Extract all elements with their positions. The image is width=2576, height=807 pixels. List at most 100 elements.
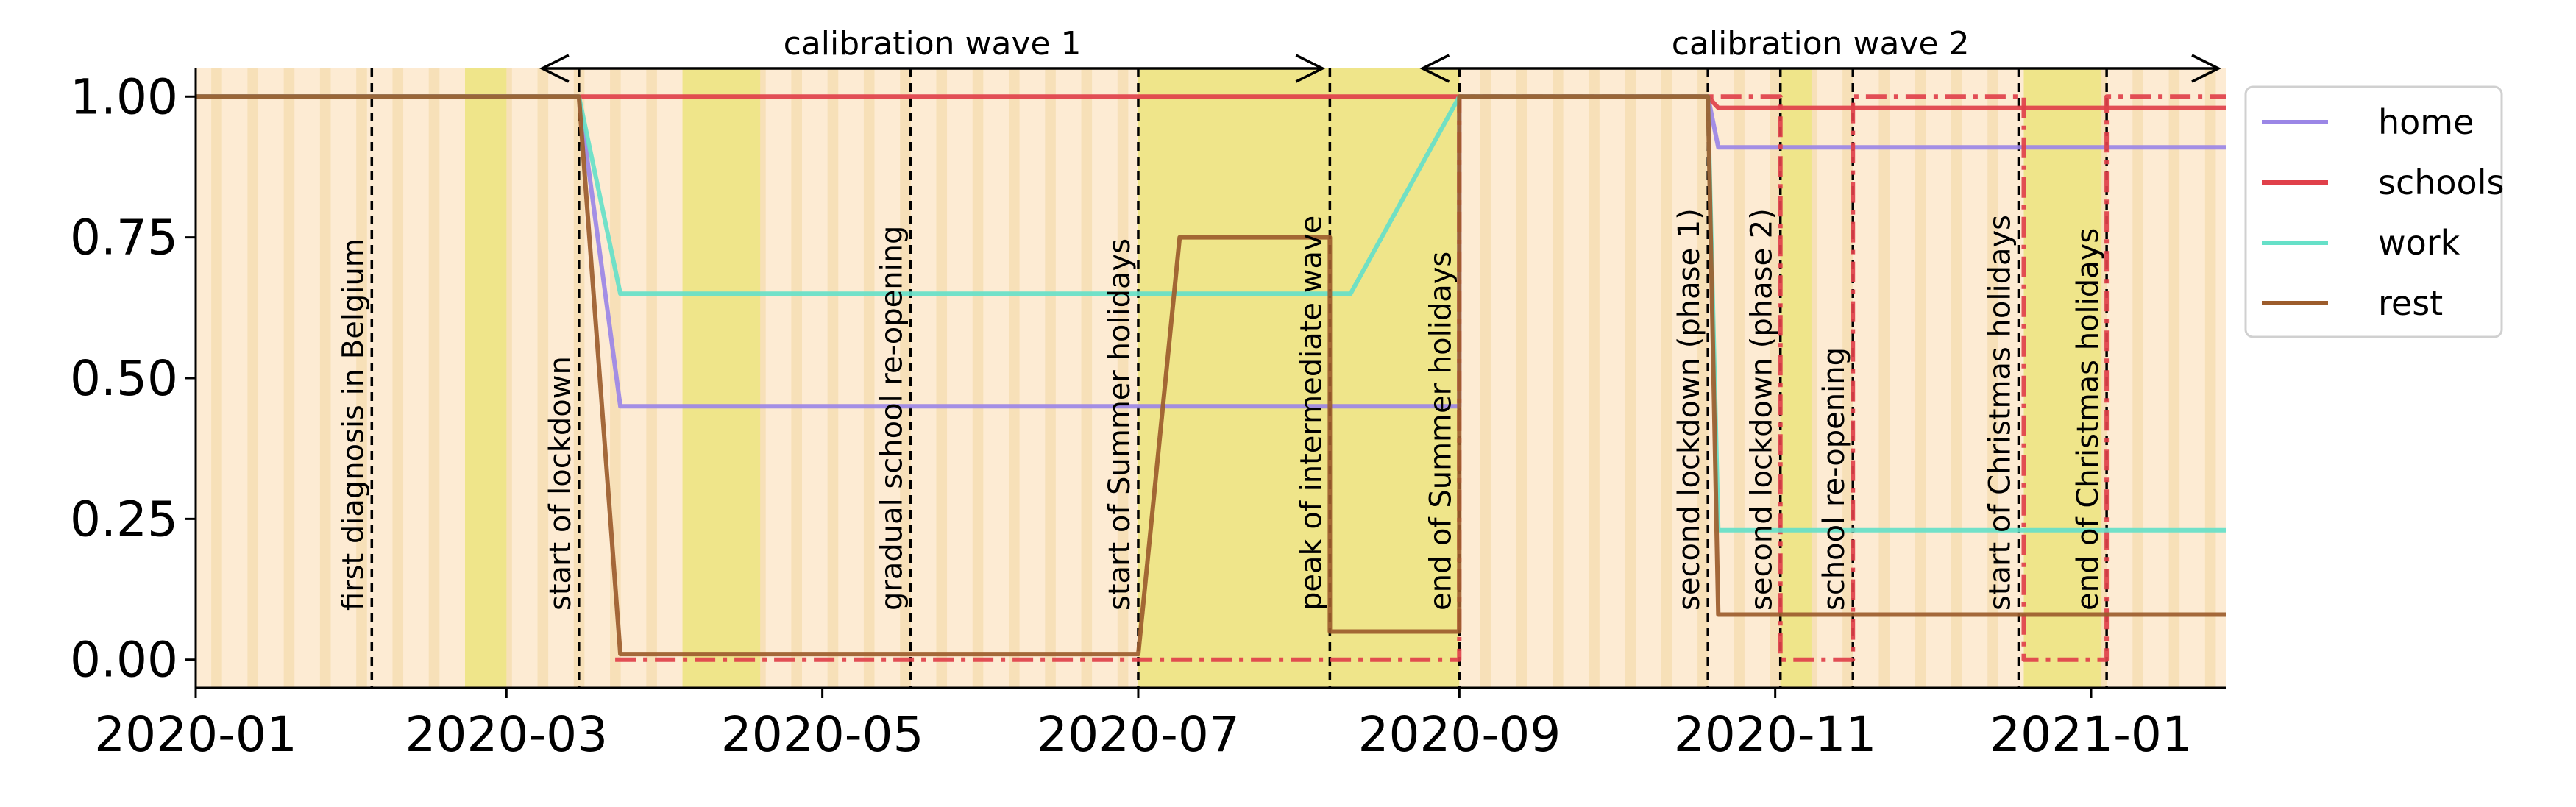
weekend-stripe — [2137, 68, 2143, 688]
weekend-stripe — [1589, 68, 1594, 688]
axes: 0.00 0.25 0.50 0.75 1.00 2020-01 2020-03 2020-0… — [70, 68, 2226, 763]
weekend-stripe — [319, 68, 326, 688]
weekend-stripe — [900, 68, 906, 688]
y-tick-label: 0.25 — [70, 491, 178, 547]
wave-arrow-head-right — [2191, 54, 2221, 83]
x-tick-label: 2020-07 — [1037, 706, 1240, 763]
wave-arrow-head-left — [1419, 54, 1450, 83]
weekend-stripe — [1739, 68, 1745, 688]
legend-label-schools: schools — [2378, 163, 2504, 202]
weekend-stripe — [1661, 68, 1667, 688]
event-label: gradual school re-opening — [875, 226, 909, 611]
event-label: start of Summer holidays — [1103, 238, 1137, 611]
holiday-band — [1780, 68, 1812, 688]
weekend-stripe — [1951, 68, 1957, 688]
weekend-stripe — [1775, 68, 1781, 688]
weekend-stripe — [941, 68, 948, 688]
weekend-stripe — [2204, 68, 2211, 688]
weekend-stripe — [542, 68, 549, 688]
weekend-stripe — [283, 68, 290, 688]
legend-label-home: home — [2378, 102, 2474, 142]
weekend-stripe — [1516, 68, 1522, 688]
series-lines — [196, 94, 2226, 662]
series-line-schools — [615, 94, 2226, 662]
event-labels: first diagnosis in Belgium start of lockd… — [336, 208, 2105, 611]
y-tick-label: 1.00 — [70, 68, 178, 125]
weekend-stripe — [288, 68, 295, 688]
weekend-stripe — [216, 68, 222, 688]
weekend-stripe — [428, 68, 435, 688]
legend-label-work: work — [2378, 223, 2460, 263]
weekend-stripe — [972, 68, 979, 688]
x-tick-label: 2020-01 — [94, 706, 297, 763]
wave-label: calibration wave 2 — [1672, 25, 1970, 63]
x-tick-label: 2020-09 — [1358, 706, 1561, 763]
weekend-stripe — [1117, 68, 1124, 688]
y-tick-label: 0.00 — [70, 632, 178, 689]
weekend-stripe — [1697, 68, 1703, 688]
weekend-stripe — [796, 68, 802, 688]
weekend-stripe — [868, 68, 875, 688]
weekend-stripe — [1480, 68, 1486, 688]
series-line-rest — [196, 94, 2226, 657]
weekend-stripe — [1956, 68, 1962, 688]
weekend-stripe — [361, 68, 367, 688]
holiday-band — [1138, 68, 1460, 688]
weekend-stripe — [646, 68, 652, 688]
weekend-stripe — [905, 68, 911, 688]
weekend-stripe — [1485, 68, 1491, 688]
event-label: end of Christmas holidays — [2071, 228, 2105, 611]
weekend-stripe — [578, 68, 585, 688]
weekend-stripe — [1045, 68, 1051, 688]
weekend-stripe — [247, 68, 253, 688]
y-tick-label: 0.75 — [70, 210, 178, 266]
x-tick-label: 2020-03 — [405, 706, 608, 763]
weekend-stripe — [1920, 68, 1926, 688]
weekend-stripe — [211, 68, 217, 688]
weekend-stripe — [356, 68, 362, 688]
weekend-stripe — [1081, 68, 1087, 688]
weekend-stripe — [610, 68, 616, 688]
weekend-stripe — [1521, 68, 1527, 688]
weekend-stripe — [252, 68, 258, 688]
holiday-band — [682, 68, 761, 688]
weekend-stripe — [1666, 68, 1672, 688]
weekend-stripe — [2132, 68, 2138, 688]
weekend-stripe — [651, 68, 657, 688]
background-shading — [196, 68, 2226, 688]
wave-arrow-head-right — [1295, 54, 1326, 83]
weekend-stripe — [977, 68, 984, 688]
weekend-stripe — [1009, 68, 1015, 688]
event-label: second lockdown (phase 2) — [1745, 208, 1779, 611]
weekend-stripe — [2101, 68, 2107, 688]
weekend-stripe — [2210, 68, 2216, 688]
weekend-stripe — [827, 68, 834, 688]
weekend-stripe — [1993, 68, 1998, 688]
event-label: end of Summer holidays — [1424, 252, 1458, 611]
weekend-stripe — [1770, 68, 1776, 688]
weekend-stripe — [537, 68, 544, 688]
calibration-waves: calibration wave 1 calibration wave 2 — [539, 25, 2221, 83]
weekend-stripe — [1558, 68, 1564, 688]
x-tick-label: 2021-01 — [1990, 706, 2193, 763]
wave-arrow-head-left — [539, 54, 570, 83]
weekend-stripe — [1811, 68, 1817, 688]
event-label: second lockdown (phase 1) — [1672, 208, 1706, 611]
legend-label-rest: rest — [2378, 283, 2443, 323]
weekend-stripe — [573, 68, 580, 688]
weekend-stripe — [1553, 68, 1558, 688]
holiday-band — [464, 68, 507, 688]
event-label: school re-opening — [1817, 347, 1851, 611]
weekend-stripe — [832, 68, 839, 688]
event-label: start of Christmas holidays — [1983, 215, 2017, 611]
weekend-stripe — [1884, 68, 1890, 688]
event-label: first diagnosis in Belgium — [336, 238, 370, 611]
event-label: peak of intermediate wave — [1294, 216, 1328, 611]
weekend-stripe — [1086, 68, 1093, 688]
weekend-stripe — [791, 68, 797, 688]
weekend-stripe — [863, 68, 870, 688]
x-tick-label: 2020-11 — [1674, 706, 1877, 763]
weekend-stripe — [397, 68, 404, 688]
weekend-stripe — [1630, 68, 1636, 688]
weekend-stripe — [1014, 68, 1020, 688]
